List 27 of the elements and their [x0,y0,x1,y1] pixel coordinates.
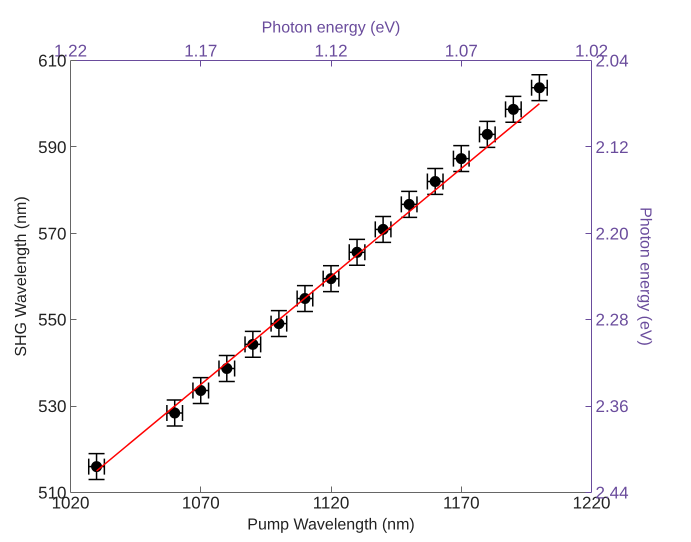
point [430,176,441,187]
x-tick-label: 1070 [182,494,220,512]
y2-tick-label: 2.36 [596,397,629,416]
y-tick-label: 590 [38,138,67,157]
x2-tick-label: 1.12 [314,42,348,60]
point [534,82,545,94]
y-axis-title: SHG Wavelength (nm) [13,196,30,357]
point [169,408,180,418]
y2-axis-title: Photon energy (eV) [636,207,654,346]
point [195,385,206,396]
y-tick-label: 530 [38,397,67,416]
y2-tick-label: 2.28 [596,310,629,330]
x-axis-title: Pump Wavelength (nm) [247,516,415,534]
x2-tick-label: 1.07 [444,42,478,60]
x-tick-label: 1170 [442,494,480,512]
point [404,198,415,210]
point [456,153,467,164]
x2-axis-title: Photon energy (eV) [262,20,400,36]
x2-tick-label: 1.17 [184,42,218,60]
x-tick-label: 1120 [312,494,350,512]
point [221,363,232,374]
y-tick-label: 570 [38,224,67,244]
y-tick-label: 550 [38,310,67,330]
point [508,104,519,115]
y2-tick-label: 2.20 [596,224,629,244]
y2-tick-label: 2.12 [596,138,629,157]
point [482,128,493,140]
